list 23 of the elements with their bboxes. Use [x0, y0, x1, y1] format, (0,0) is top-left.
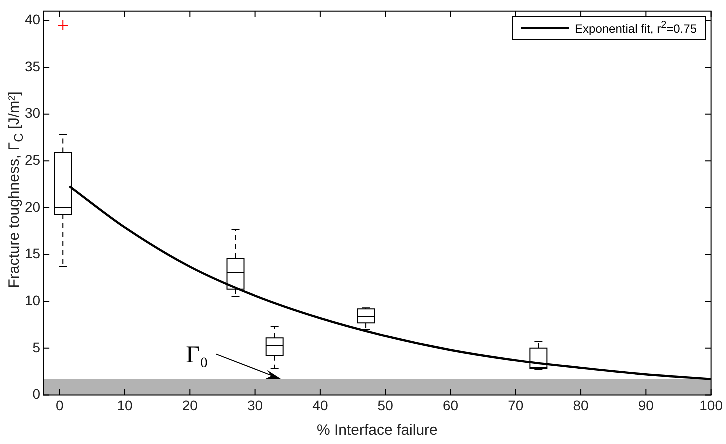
x-tick-label: 80 [573, 397, 590, 414]
x-tick-label: 90 [638, 397, 654, 414]
y-tick-label: 35 [24, 58, 41, 74]
y-tick-label: 15 [24, 246, 41, 262]
x-axis-title: % Interface failure [316, 422, 438, 440]
x-tick-label: 30 [248, 397, 264, 414]
y-tick-label: 5 [32, 339, 41, 356]
y-tick-label: 0 [32, 386, 41, 402]
y-tick-label: 20 [24, 198, 41, 215]
x-tick-label: 70 [508, 397, 524, 414]
y-tick-label: 10 [24, 292, 41, 308]
x-tick-label: 50 [378, 397, 394, 414]
annotation: Γ₀ [186, 342, 208, 369]
legend-label: Exponential fit, r$^{2}$=0.75 [575, 20, 697, 36]
y-tick-label: 30 [24, 105, 41, 122]
y-tick-label: 25 [24, 152, 41, 168]
x-tick-label: 20 [182, 397, 198, 414]
x-tick-label: 0 [56, 397, 64, 414]
x-tick-label: 60 [442, 397, 459, 414]
x-tick-label: 100 [700, 397, 724, 414]
x-tick-label: 10 [117, 397, 133, 414]
y-tick-label: 40 [24, 12, 41, 28]
x-tick-label: 40 [312, 397, 328, 414]
